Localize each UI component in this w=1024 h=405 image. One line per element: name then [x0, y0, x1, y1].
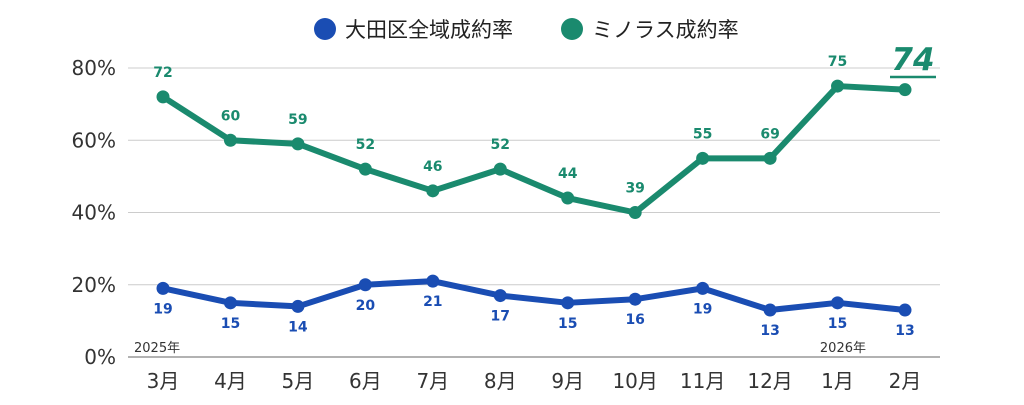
- data-point: [223, 296, 237, 310]
- legend-marker: [314, 18, 336, 40]
- data-label: 15: [558, 316, 577, 332]
- data-label: 17: [491, 309, 510, 325]
- data-point: [763, 303, 777, 317]
- data-point: [628, 206, 642, 219]
- data-point: [358, 162, 372, 176]
- data-point: [628, 292, 642, 306]
- data-label: 72: [153, 65, 172, 81]
- data-label: 60: [221, 108, 241, 124]
- data-point: [291, 137, 305, 151]
- y-tick-label: 60%: [72, 128, 116, 152]
- data-label: 55: [693, 126, 712, 142]
- data-point: [223, 133, 237, 147]
- x-tick-label: 3月: [147, 369, 180, 393]
- data-label: 16: [625, 312, 644, 328]
- data-point: [561, 296, 575, 310]
- x-tick-label: 10月: [612, 369, 657, 393]
- year-label-end: 2026年: [820, 341, 866, 356]
- data-point: [696, 151, 710, 165]
- data-label: 44: [558, 166, 578, 182]
- series-line-minoras: [160, 83, 908, 216]
- year-label-start: 2025年: [134, 341, 180, 356]
- data-point: [831, 79, 845, 93]
- data-point: [696, 281, 710, 295]
- y-tick-label: 20%: [72, 273, 116, 297]
- data-point: [561, 191, 575, 205]
- x-tick-label: 4月: [214, 369, 247, 393]
- highlight-value-label: 74: [891, 42, 934, 78]
- data-label: 39: [625, 181, 644, 197]
- data-point: [358, 278, 372, 292]
- data-point: [156, 281, 170, 295]
- y-tick-label: 40%: [72, 201, 116, 225]
- data-point: [426, 274, 440, 288]
- data-point: [493, 162, 507, 176]
- data-label: 13: [895, 323, 914, 339]
- x-tick-label: 5月: [282, 369, 315, 393]
- legend-label: ミノラス成約率: [592, 18, 739, 42]
- data-label: 15: [221, 316, 240, 332]
- data-label: 52: [491, 137, 510, 153]
- data-point: [493, 289, 507, 303]
- x-tick-label: 2月: [889, 369, 922, 393]
- x-tick-label: 7月: [416, 369, 449, 393]
- data-point: [156, 90, 170, 104]
- data-point: [831, 296, 845, 310]
- data-label: 21: [423, 294, 442, 310]
- data-label: 15: [828, 316, 847, 332]
- data-point: [898, 303, 912, 317]
- data-label: 46: [423, 159, 442, 175]
- x-tick-label: 12月: [747, 369, 792, 393]
- data-point: [898, 83, 912, 97]
- series-line-ota: [160, 278, 908, 314]
- legend-label: 大田区全域成約率: [345, 18, 513, 42]
- x-tick-label: 1月: [821, 369, 854, 393]
- x-tick-label: 11月: [680, 369, 725, 393]
- data-point: [426, 184, 440, 198]
- data-label: 19: [693, 301, 712, 317]
- data-point: [763, 151, 777, 165]
- x-tick-label: 8月: [484, 369, 517, 393]
- data-label: 13: [760, 323, 779, 339]
- y-tick-label: 0%: [84, 345, 116, 369]
- legend-marker: [561, 18, 583, 40]
- data-label: 52: [356, 137, 375, 153]
- y-tick-label: 80%: [72, 56, 116, 80]
- data-label: 14: [288, 319, 308, 335]
- data-label: 19: [153, 301, 172, 317]
- x-tick-label: 6月: [349, 369, 382, 393]
- data-label: 75: [828, 54, 847, 70]
- data-point: [291, 299, 305, 313]
- x-tick-label: 9月: [551, 369, 584, 393]
- data-label: 59: [288, 112, 307, 128]
- data-label: 69: [760, 126, 779, 142]
- data-label: 20: [356, 298, 376, 314]
